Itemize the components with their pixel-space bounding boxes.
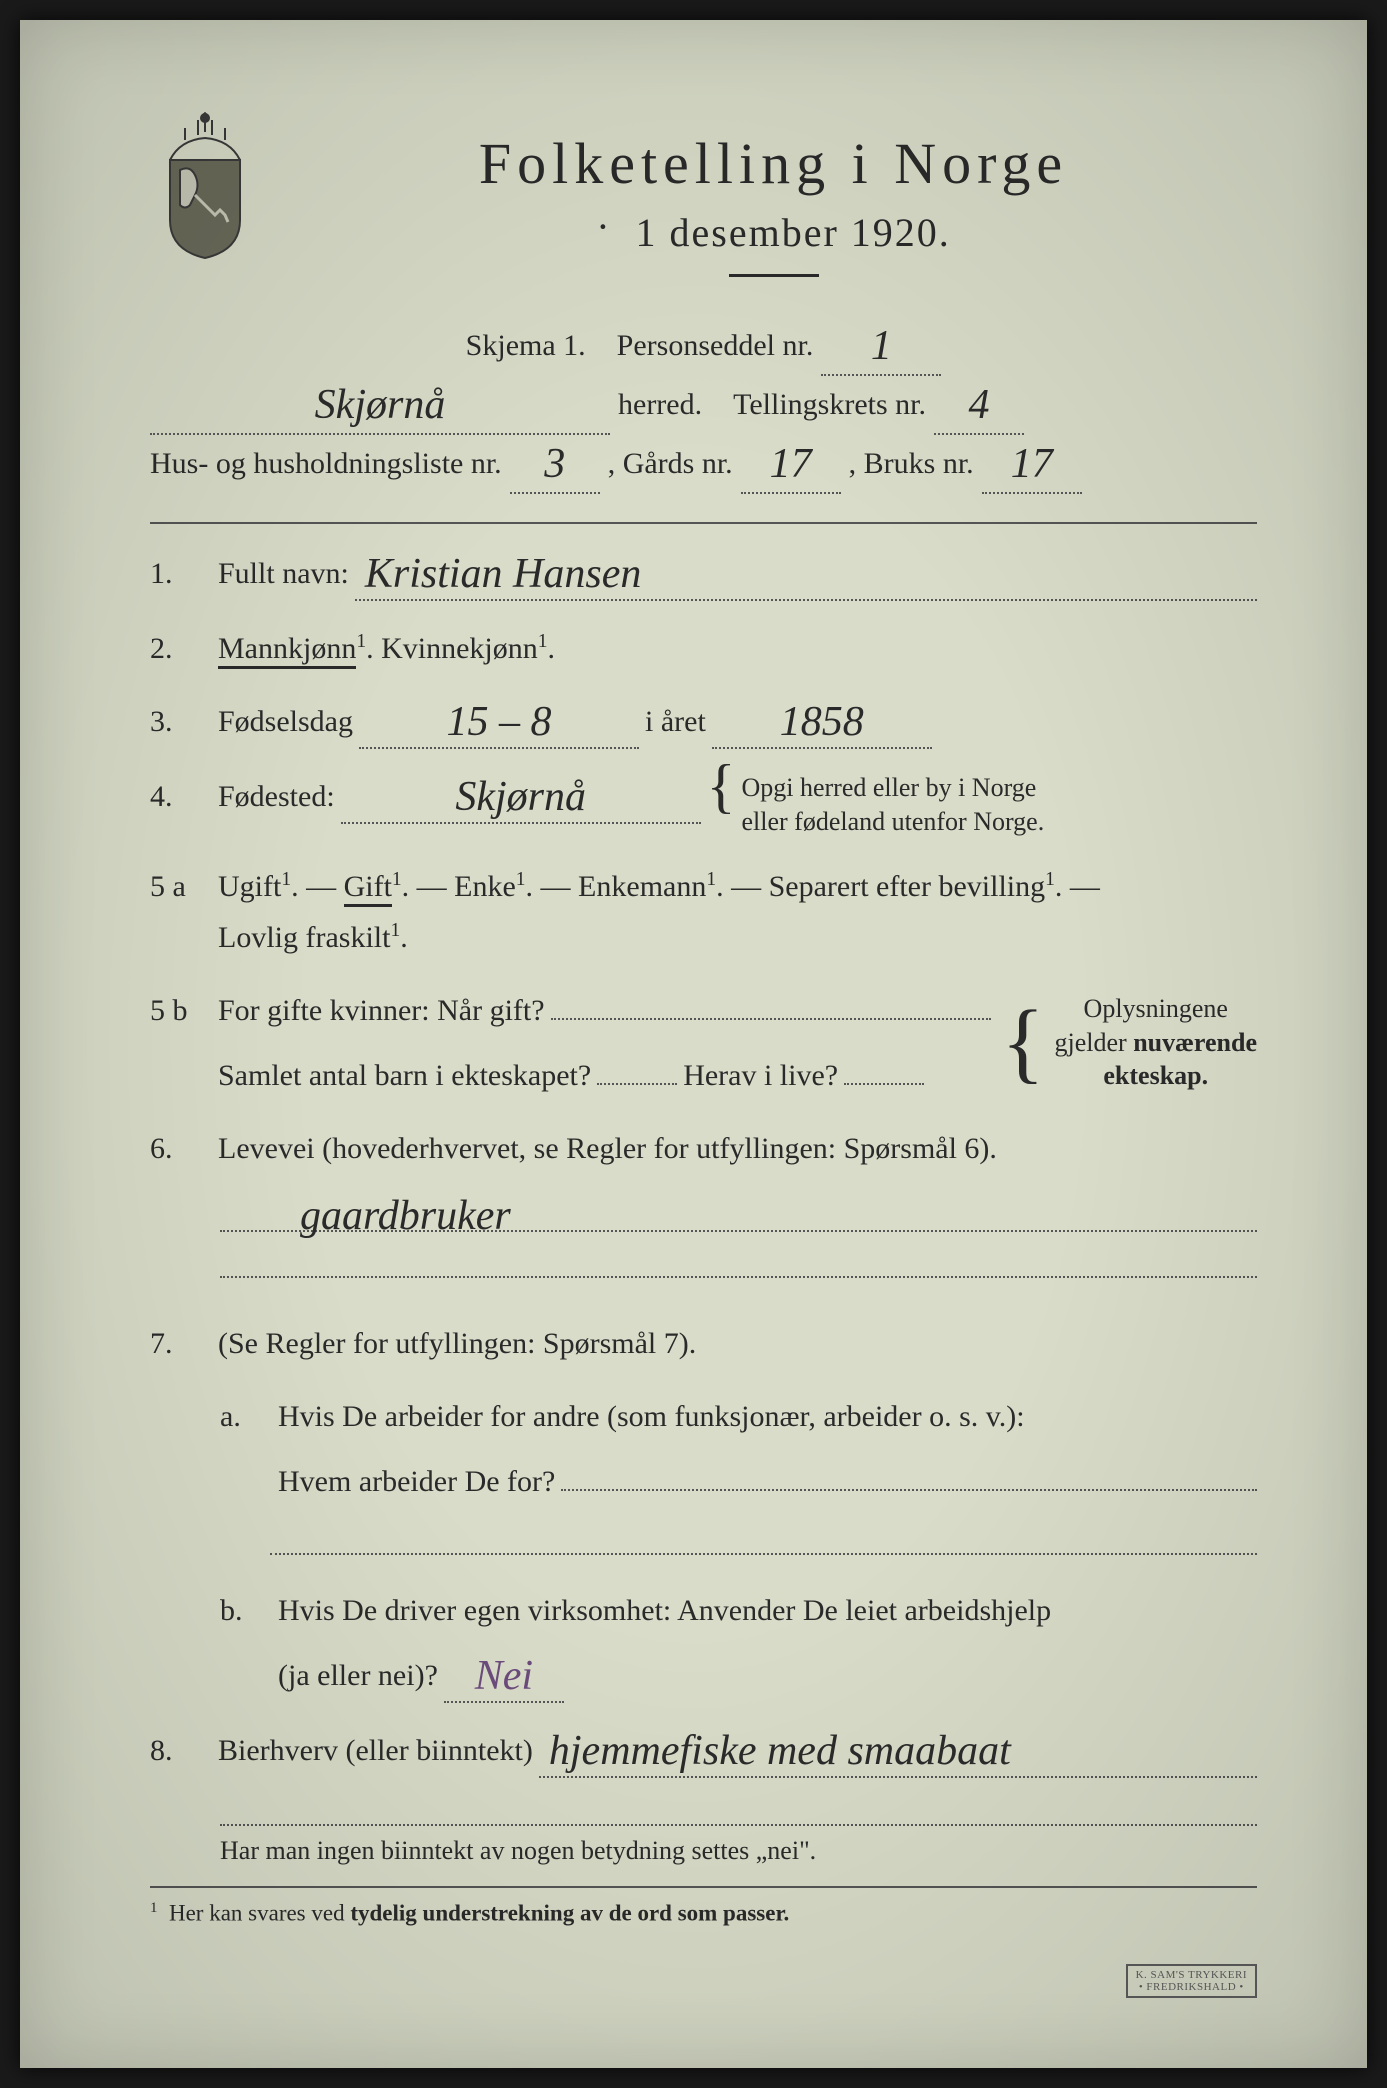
q7a-row: a. Hvis De arbeider for andre (som funks…: [150, 1391, 1257, 1507]
q7b-label2: (ja eller nei)?: [278, 1650, 438, 1701]
title-rule: [729, 274, 819, 277]
q3-row: 3. Fødselsdag 15 – 8 i året 1858: [150, 696, 1257, 749]
q6-row: 6. Levevei (hovederhvervet, se Regler fo…: [150, 1123, 1257, 1174]
meta-line-1: Skjema 1. Personseddel nr. 1: [150, 317, 1257, 376]
q7b-label1: Hvis De driver egen virksomhet: Anvender…: [278, 1585, 1257, 1636]
q1-value: Kristian Hansen: [365, 551, 642, 597]
q5a-row: 5 a Ugift1. — Gift1. — Enke1. — Enkemann…: [150, 861, 1257, 963]
footnote: 1 Her kan svares ved tydelig understrekn…: [150, 1900, 1257, 1927]
q7-row: 7. (Se Regler for utfyllingen: Spørsmål …: [150, 1318, 1257, 1369]
q5b-label3: Herav i live?: [683, 1050, 838, 1101]
herred-label: herred.: [618, 376, 702, 433]
q1-label: Fullt navn:: [218, 548, 349, 599]
q2-row: 2. Mannkjønn1. Kvinnekjønn1.: [150, 623, 1257, 674]
q4-row: 4. Fødested: Skjørnå { Opgi herred eller…: [150, 771, 1257, 839]
meta-line-3: Hus- og husholdningsliste nr. 3 , Gårds …: [150, 435, 1257, 494]
footnote-section: 1 Her kan svares ved tydelig understrekn…: [150, 1886, 1257, 1927]
title-block: Folketelling ­i Norge · 1 desember 1920.: [290, 110, 1257, 307]
bruks-label: , Bruks nr.: [849, 435, 974, 492]
q2-mann: Mannkjønn: [218, 632, 356, 669]
bruks-nr: 17: [1011, 441, 1053, 487]
skjema-label: Skjema 1.: [466, 317, 586, 374]
q6-value-line: gaardbruker: [150, 1196, 1257, 1232]
gards-label: , Gårds nr.: [608, 435, 733, 492]
q5b-note2: gjelder nuværende: [1055, 1028, 1257, 1057]
gards-nr: 17: [770, 441, 812, 487]
subtitle-text: 1 desember 1920.: [636, 210, 951, 255]
norwegian-coat-of-arms-icon: [150, 110, 260, 260]
q5b-num: 5 b: [150, 985, 200, 1036]
q7a-blank-line: [270, 1529, 1257, 1555]
q8-label: Bierhverv (eller biinntekt): [218, 1725, 533, 1776]
q5b-note: Oplysningene gjelder nuværende ekteskap.: [1055, 992, 1257, 1093]
tellingskrets-label: Tellingskrets nr.: [733, 376, 926, 433]
q4-value: Skjørnå: [455, 774, 586, 820]
q5a-num: 5 a: [150, 861, 200, 912]
q7b-value: Nei: [475, 1653, 533, 1699]
q5b-label2: Samlet antal barn i ekteskapet?: [218, 1050, 591, 1101]
q7a-label1: Hvis De arbeider for andre (som funksjon…: [278, 1391, 1257, 1442]
footnote-text: Her kan svares ved tydelig understreknin…: [169, 1900, 789, 1925]
subtitle: · 1 desember 1920.: [290, 209, 1257, 256]
q5a-enkemann: Enkemann: [578, 870, 706, 903]
q2-sup1: 1: [356, 631, 366, 652]
q3-num: 3.: [150, 696, 200, 747]
q2-num: 2.: [150, 623, 200, 674]
q7-label: (Se Regler for utfyllingen: Spørsmål 7).: [218, 1327, 696, 1360]
census-form-page: Folketelling ­i Norge · 1 desember 1920.…: [20, 20, 1367, 2068]
personseddel-label: Personseddel nr.: [617, 317, 814, 374]
q3-day: 15 – 8: [447, 699, 552, 745]
main-title: Folketelling ­i Norge: [290, 130, 1257, 197]
q5a-ugift: Ugift: [218, 870, 281, 903]
q3-year: 1858: [780, 699, 864, 745]
q8-note: Har man ingen biinntekt av nogen betydni…: [220, 1836, 1257, 1866]
q8-num: 8.: [150, 1725, 200, 1776]
q7-num: 7.: [150, 1318, 200, 1369]
brace-icon: {: [1001, 1020, 1044, 1065]
tellingskrets-nr: 4: [969, 382, 990, 428]
header: Folketelling ­i Norge · 1 desember 1920.: [150, 110, 1257, 307]
stamp-line1: K. SAM'S TRYKKERI: [1136, 1969, 1247, 1981]
q4-note: Opgi herred eller by i Norge eller fødel…: [741, 771, 1044, 839]
q5a-gift: Gift: [344, 870, 392, 907]
q4-label: Fødested:: [218, 771, 335, 822]
q7b-row: b. Hvis De driver egen virksomhet: Anven…: [150, 1585, 1257, 1703]
q5a-enke: Enke: [454, 870, 516, 903]
q6-num: 6.: [150, 1123, 200, 1174]
husliste-nr: 3: [544, 441, 565, 487]
q5b-row: 5 b For gifte kvinner: Når gift? Samlet …: [150, 985, 1257, 1101]
q2-sup2: 1: [538, 631, 548, 652]
q1-row: 1. Fullt navn: Kristian Hansen: [150, 548, 1257, 601]
questions-section: 1. Fullt navn: Kristian Hansen 2. Mannkj…: [150, 522, 1257, 1866]
herred-value: Skjørnå: [315, 382, 446, 428]
q5b-note1: Oplysningene: [1084, 994, 1228, 1023]
q7a-label2: Hvem arbeider De for?: [278, 1456, 555, 1507]
q6-value: gaardbruker: [300, 1193, 511, 1239]
q5a-separert: Separert efter bevilling: [769, 870, 1046, 903]
q7a-letter: a.: [220, 1391, 260, 1442]
q1-num: 1.: [150, 548, 200, 599]
brace-icon: {: [707, 771, 736, 801]
q8-value: hjemmefiske med smaabaat: [549, 1728, 1011, 1774]
husliste-label: Hus- og husholdningsliste nr.: [150, 435, 502, 492]
stamp-line2: • FREDRIKSHALD •: [1136, 1981, 1247, 1993]
q4-num: 4.: [150, 771, 200, 822]
q5b-label1: For gifte kvinner: Når gift?: [218, 985, 545, 1036]
q8-blank-line: [220, 1800, 1257, 1826]
footnote-marker: 1: [150, 1900, 157, 1916]
q6-blank-line: [220, 1252, 1257, 1278]
q2-kvinne: Kvinnekjønn: [381, 632, 538, 665]
q5b-note3: ekteskap.: [1103, 1061, 1208, 1090]
q3-year-label: i året: [645, 696, 706, 747]
q6-label: Levevei (hovederhvervet, se Regler for u…: [218, 1132, 997, 1165]
q7b-letter: b.: [220, 1585, 260, 1636]
q8-row: 8. Bierhverv (eller biinntekt) hjemmefis…: [150, 1725, 1257, 1778]
q5a-lovlig: Lovlig fraskilt: [218, 921, 390, 954]
q4-note1: Opgi herred eller by i Norge: [741, 773, 1036, 802]
meta-line-2: Skjørnå herred. Tellingskrets nr. 4: [150, 376, 1257, 435]
personseddel-nr: 1: [871, 323, 892, 369]
q3-label: Fødselsdag: [218, 696, 353, 747]
printer-stamp: K. SAM'S TRYKKERI • FREDRIKSHALD •: [1126, 1964, 1257, 1998]
q4-note2: eller fødeland utenfor Norge.: [741, 807, 1044, 836]
